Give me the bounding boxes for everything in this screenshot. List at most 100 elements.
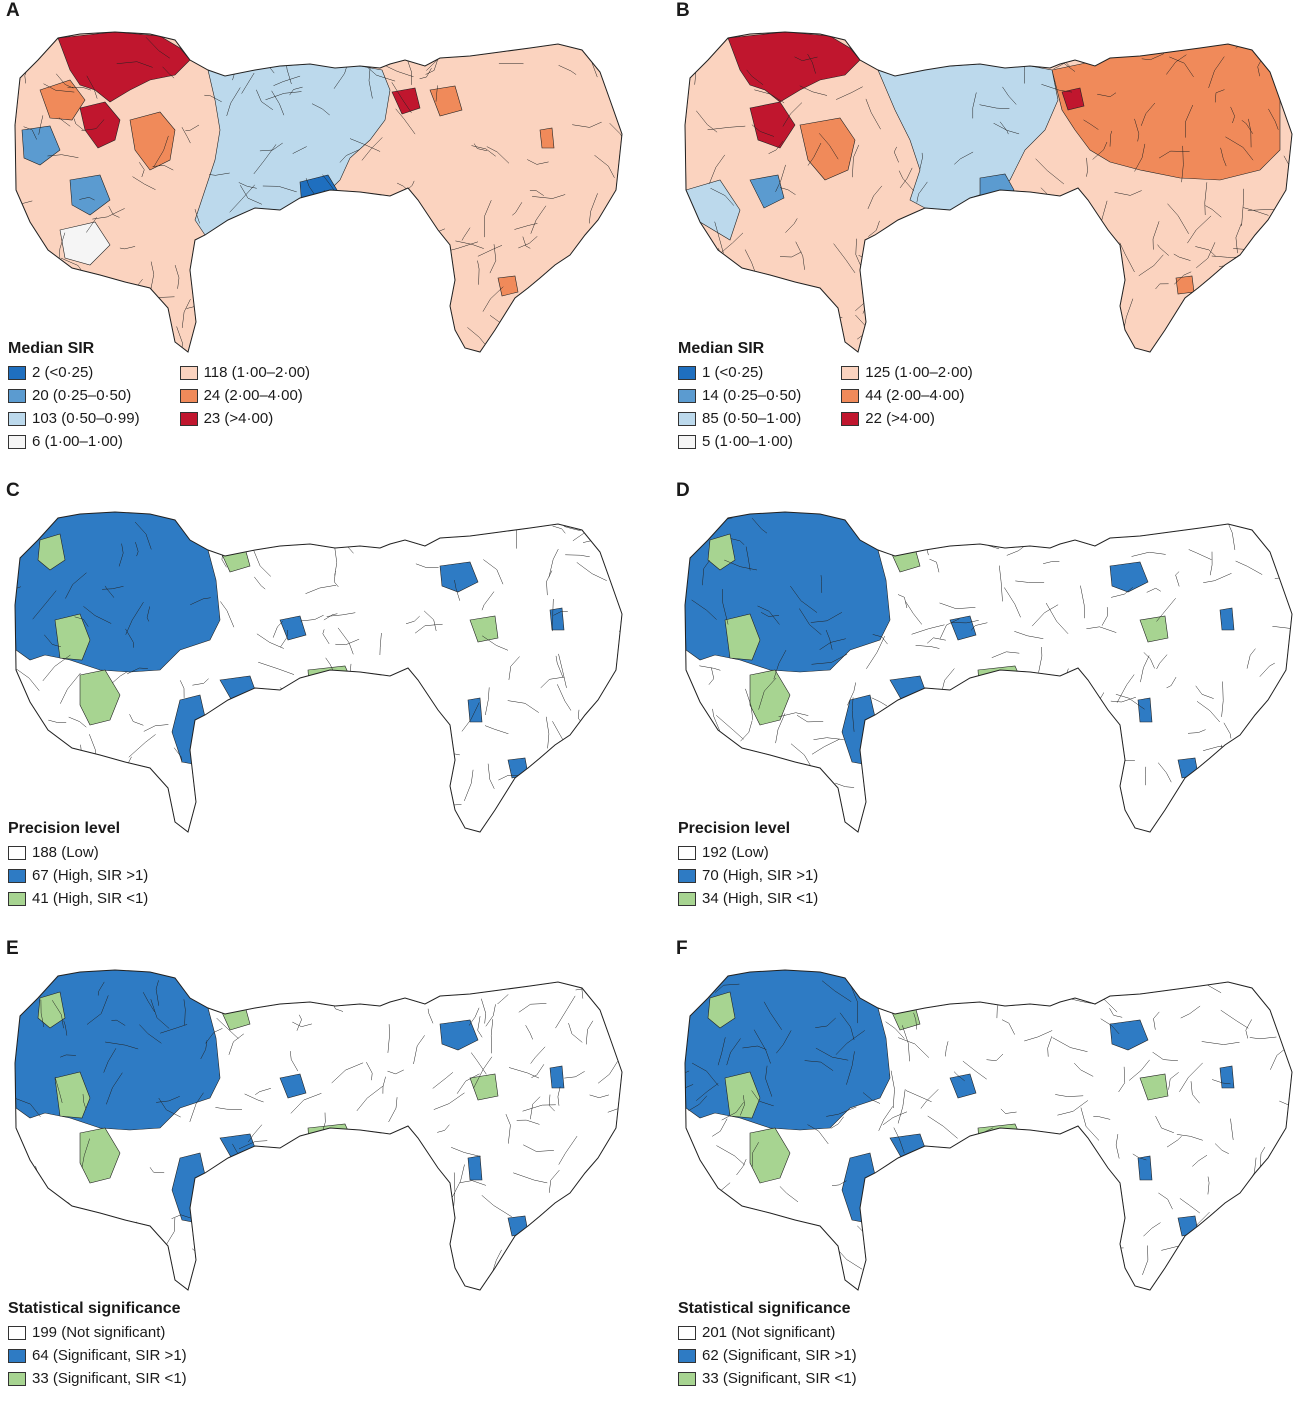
municipality-boundary [280, 688, 300, 700]
municipality-boundary [418, 1251, 441, 1266]
map-region [308, 666, 355, 705]
municipality-boundary [418, 783, 445, 789]
municipality-boundary [876, 770, 892, 776]
municipality-boundary [120, 801, 143, 810]
map-region [1220, 608, 1234, 630]
municipality-boundary [909, 248, 934, 255]
municipality-boundary [995, 192, 1005, 213]
municipality-boundary [1088, 323, 1121, 331]
municipality-boundary [919, 978, 938, 1010]
municipality-boundary [934, 723, 954, 733]
municipality-boundary [252, 272, 260, 294]
panel-b: B Median SIR 1 (<0·25) 14 (0·25–0·50) 85… [676, 0, 1311, 465]
legend-title: Statistical significance [678, 1300, 1311, 1318]
map-region [468, 698, 482, 722]
municipality-boundary [207, 1241, 229, 1244]
municipality-boundary [363, 50, 373, 61]
municipality-boundary [680, 217, 690, 225]
municipality-boundary [475, 515, 495, 529]
legend-swatch [678, 366, 696, 380]
municipality-boundary [821, 1240, 825, 1269]
municipality-boundary [749, 1209, 762, 1231]
municipality-boundary [605, 783, 620, 806]
municipality-boundary [346, 310, 373, 321]
legend-swatch [678, 1372, 696, 1386]
municipality-boundary [54, 1245, 79, 1264]
legend-item: 64 (Significant, SIR >1) [8, 1345, 648, 1366]
municipality-boundary [73, 331, 88, 334]
map-region [468, 1156, 482, 1180]
municipality-boundary [751, 1266, 763, 1276]
municipality-boundary [979, 522, 990, 534]
municipality-boundary [400, 214, 423, 241]
legend-title: Precision level [678, 820, 1311, 838]
municipality-boundary [125, 778, 147, 789]
panel-f: F Statistical significance 201 (Not sign… [676, 938, 1311, 1403]
legend-item: 85 (0·50–1·00) [678, 408, 801, 429]
municipality-boundary [592, 1217, 604, 1236]
map-region [1138, 698, 1152, 722]
municipality-boundary [1292, 150, 1296, 167]
municipality-boundary [282, 983, 286, 1003]
municipality-boundary [280, 758, 294, 763]
municipality-boundary [958, 53, 979, 64]
municipality-boundary [347, 683, 356, 714]
municipality-boundary [247, 763, 251, 799]
municipality-boundary [1246, 305, 1265, 327]
municipality-boundary [227, 748, 262, 754]
municipality-boundary [335, 787, 351, 796]
municipality-boundary [128, 292, 140, 299]
municipality-boundary [1276, 260, 1288, 268]
municipality-boundary [247, 695, 258, 706]
municipality-boundary [137, 1222, 151, 1254]
municipality-boundary [962, 245, 967, 263]
municipality-boundary [346, 793, 362, 824]
municipality-boundary [1012, 673, 1026, 699]
municipality-boundary [122, 305, 132, 321]
municipality-boundary [691, 1255, 701, 1282]
municipality-boundary [414, 324, 424, 336]
map-region [978, 666, 1025, 705]
municipality-boundary [334, 528, 351, 529]
municipality-boundary [1286, 1034, 1301, 1050]
municipality-boundary [421, 768, 435, 778]
municipality-boundary [871, 241, 891, 261]
municipality-boundary [1071, 797, 1085, 820]
municipality-boundary [1053, 208, 1062, 235]
legend-item: 118 (1·00–2·00) [180, 362, 310, 383]
municipality-boundary [980, 259, 1003, 278]
municipality-boundary [554, 282, 571, 287]
municipality-boundary [1223, 795, 1243, 809]
legend: Precision level 192 (Low) 70 (High, SIR … [678, 820, 1311, 909]
municipality-boundary [1040, 1144, 1058, 1174]
panel-letter: E [6, 938, 19, 960]
municipality-boundary [274, 749, 289, 752]
legend-swatch [8, 1349, 26, 1363]
municipality-boundary [968, 800, 984, 808]
municipality-boundary [218, 256, 238, 269]
municipality-boundary [123, 304, 133, 323]
municipality-boundary [395, 1237, 398, 1261]
municipality-boundary [353, 783, 363, 805]
legend: Statistical significance 201 (Not signif… [678, 1300, 1311, 1389]
legend-item: 62 (Significant, SIR >1) [678, 1345, 1311, 1366]
legend-item: 34 (High, SIR <1) [678, 888, 1311, 909]
municipality-boundary [1044, 1160, 1072, 1181]
municipality-boundary [1185, 784, 1192, 817]
legend-swatch [678, 435, 696, 449]
municipality-boundary [946, 777, 971, 803]
municipality-boundary [908, 258, 915, 275]
municipality-boundary [565, 325, 587, 334]
municipality-boundary [144, 779, 157, 793]
municipality-boundary [10, 1184, 31, 1190]
municipality-boundary [309, 273, 314, 292]
municipality-boundary [368, 1208, 397, 1216]
municipality-boundary [350, 1242, 371, 1247]
municipality-boundary [997, 517, 1024, 537]
municipality-boundary [901, 743, 935, 757]
municipality-boundary [277, 1160, 304, 1178]
municipality-boundary [352, 695, 380, 702]
legend-item: 20 (0·25–0·50) [8, 385, 140, 406]
legend-swatch [678, 1349, 696, 1363]
municipality-boundary [972, 204, 977, 218]
